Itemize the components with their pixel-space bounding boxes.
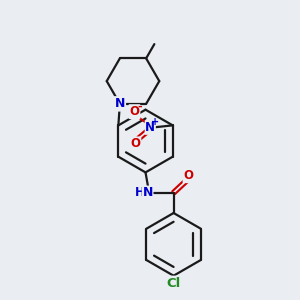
Text: N: N (145, 121, 155, 134)
Text: O: O (184, 169, 194, 182)
Text: Cl: Cl (167, 277, 181, 290)
Text: N: N (115, 98, 125, 110)
Text: +: + (151, 117, 159, 128)
Text: H: H (135, 186, 145, 199)
Text: -: - (137, 102, 142, 112)
Text: N: N (115, 98, 125, 110)
Text: O: O (130, 137, 140, 150)
Text: N: N (142, 186, 153, 199)
Text: O: O (130, 105, 140, 118)
